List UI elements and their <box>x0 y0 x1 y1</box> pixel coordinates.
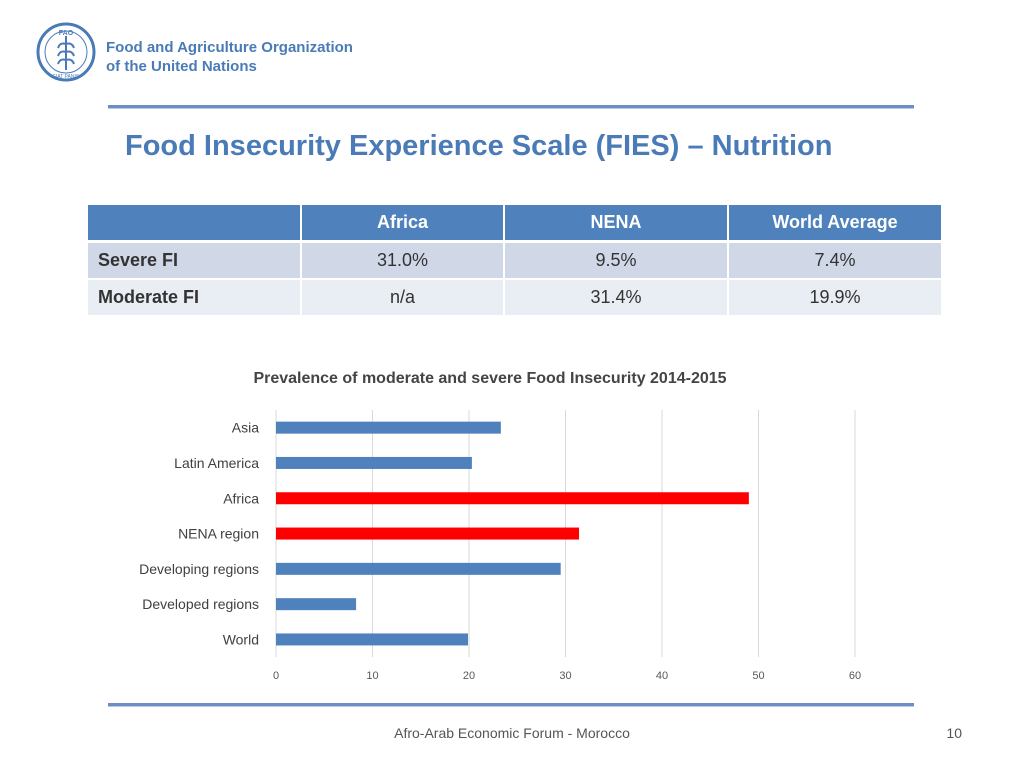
emblem-motto: FIAT PANIS <box>53 74 80 80</box>
table-header-cell: Africa <box>302 205 503 243</box>
category-label: NENA region <box>178 526 259 542</box>
emblem-letters: FAO <box>59 30 74 37</box>
footer-text: Afro-Arab Economic Forum - Morocco <box>394 725 630 741</box>
table-cell: 31.4% <box>505 280 727 315</box>
x-tick-label: 10 <box>366 670 378 682</box>
org-name-line2: of the United Nations <box>106 58 257 75</box>
category-label: Asia <box>232 420 259 436</box>
table-header-row: Africa NENA World Average <box>88 205 941 243</box>
table-header-cell: NENA <box>505 205 727 243</box>
table-row: Severe FI 31.0% 9.5% 7.4% <box>88 243 941 280</box>
bar-chart: 0 10 20 30 40 50 60 Asia Latin America Africa NENA… <box>139 410 861 682</box>
table-cell: 19.9% <box>729 280 941 315</box>
row-label: Severe FI <box>88 243 300 280</box>
x-tick-label: 0 <box>273 670 279 682</box>
bar <box>276 598 357 611</box>
page-number: 10 <box>946 725 962 741</box>
x-tick-label: 30 <box>559 670 571 682</box>
x-tick-label: 50 <box>752 670 764 682</box>
row-label: Moderate FI <box>88 280 300 315</box>
bar <box>276 421 501 434</box>
fies-table: Africa NENA World Average Severe FI 31.0… <box>86 205 943 315</box>
category-label: Africa <box>223 490 259 506</box>
category-label: Developing regions <box>139 561 259 577</box>
table-header-cell: World Average <box>729 205 941 243</box>
x-tick-label: 40 <box>656 670 668 682</box>
fao-emblem-icon: FAO FIAT PANIS <box>36 22 96 82</box>
category-label: World <box>223 631 259 647</box>
bar <box>276 527 580 540</box>
slide-title: Food Insecurity Experience Scale (FIES) … <box>125 130 833 162</box>
bar <box>276 456 472 469</box>
bar <box>276 492 749 505</box>
table-cell: 9.5% <box>505 243 727 280</box>
table-cell: 7.4% <box>729 243 941 280</box>
table-row: Moderate FI n/a 31.4% 19.9% <box>88 280 941 315</box>
table-cell: 31.0% <box>302 243 503 280</box>
x-tick-label: 60 <box>849 670 861 682</box>
x-tick-label: 20 <box>463 670 475 682</box>
table-cell: n/a <box>302 280 503 315</box>
org-name: Food and Agriculture Organization of the… <box>106 38 353 76</box>
org-name-line1: Food and Agriculture Organization <box>106 39 353 56</box>
top-divider <box>108 105 914 109</box>
category-label: Developed regions <box>142 596 259 612</box>
chart-title: Prevalence of moderate and severe Food I… <box>253 370 727 387</box>
fao-logo: FAO FIAT PANIS Food and Agriculture Orga… <box>36 20 356 84</box>
category-label: Latin America <box>174 455 259 471</box>
bar <box>276 562 561 575</box>
bottom-divider <box>108 703 914 707</box>
table-header-cell <box>88 205 300 243</box>
bar <box>276 633 469 646</box>
